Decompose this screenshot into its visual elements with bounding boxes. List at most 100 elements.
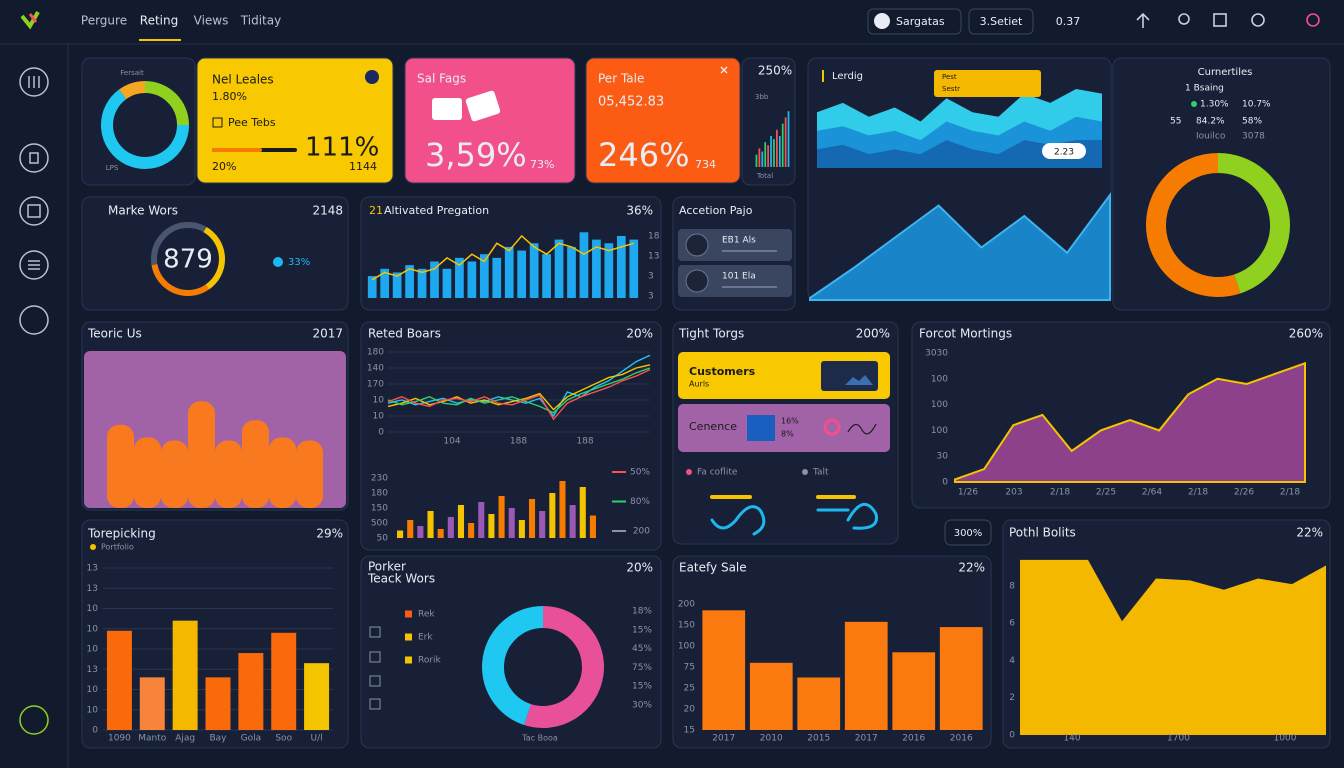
donut-segment — [482, 606, 544, 726]
sidebar-icon[interactable] — [19, 196, 49, 226]
dot — [273, 257, 283, 267]
icon[interactable] — [1213, 13, 1227, 27]
legend-swatch — [405, 656, 412, 664]
y-tick-label: 8 — [1009, 581, 1015, 591]
bar — [589, 515, 596, 538]
toolbar-icons — [1136, 12, 1320, 28]
x-tick-label: 104 — [443, 437, 460, 447]
bar — [542, 254, 551, 298]
x-tick-label: 2016 — [950, 734, 973, 744]
panel — [360, 321, 662, 551]
legend-label: Talt — [812, 468, 829, 478]
bar — [397, 530, 404, 538]
bar — [770, 136, 772, 167]
time: 0.37 — [1056, 15, 1081, 28]
label: Marke Wors — [108, 204, 178, 218]
bar — [430, 261, 439, 298]
badge — [1042, 143, 1086, 159]
gauge-arc — [151, 264, 210, 296]
bar — [161, 440, 188, 508]
x-tick-label: 2015 — [807, 734, 830, 744]
label: Curnertiles — [1198, 67, 1253, 78]
icon — [465, 90, 501, 122]
bar — [844, 621, 888, 730]
x-tick-label: 2017 — [855, 734, 878, 744]
y-tick-label: 180 — [371, 489, 388, 499]
close-icon — [720, 66, 728, 74]
y-tick-label: 200 — [678, 600, 695, 610]
label: 246% — [598, 136, 689, 174]
bar — [442, 268, 452, 298]
bar — [271, 632, 297, 730]
label: 18% — [632, 607, 652, 617]
bar — [417, 526, 424, 538]
sidebar-icon[interactable] — [19, 705, 49, 735]
icon[interactable] — [1178, 13, 1190, 25]
user-box[interactable] — [867, 8, 962, 35]
icon[interactable] — [1251, 13, 1265, 27]
donut-segment — [144, 81, 189, 126]
nav-item[interactable]: Pergure — [81, 14, 127, 28]
bar — [579, 232, 589, 298]
y-tick-label: 10 — [373, 412, 385, 422]
filter-box[interactable] — [968, 8, 1034, 35]
bar — [939, 627, 983, 730]
label: 16% — [781, 417, 799, 426]
bar — [242, 420, 269, 508]
label: 2.23 — [1054, 148, 1074, 158]
bar — [296, 440, 323, 508]
y-tick-label: 100 — [931, 400, 948, 410]
sidebar-icon[interactable] — [19, 143, 49, 173]
bar — [592, 239, 601, 298]
bar — [764, 142, 767, 167]
label: 879 — [163, 245, 213, 275]
label: EB1 Als — [722, 236, 756, 246]
nav-item[interactable]: Reting — [140, 14, 178, 28]
bar — [367, 276, 377, 298]
donut-segment — [1217, 153, 1290, 294]
icon[interactable] — [1306, 13, 1320, 27]
label: 2017 — [312, 327, 343, 341]
label: Iouilco — [1196, 132, 1226, 142]
icon — [365, 70, 379, 84]
y-tick-label: 0 — [92, 726, 98, 736]
bar — [616, 235, 626, 298]
label: 45% — [632, 644, 652, 654]
y-tick-label: 2 — [1009, 693, 1015, 703]
y-tick-label: 100 — [678, 642, 695, 652]
x-tick-label: 188 — [510, 437, 527, 447]
legend-label: Portfolio — [101, 543, 134, 552]
bar — [579, 487, 586, 538]
list-item[interactable] — [678, 229, 792, 261]
area — [817, 140, 1102, 168]
icon[interactable] — [1136, 12, 1150, 28]
progress-fill — [212, 148, 262, 152]
sidebar-icon[interactable] — [19, 67, 49, 97]
label: Pothl Bolits — [1009, 526, 1076, 540]
panel — [1112, 57, 1331, 311]
panel — [585, 57, 741, 184]
label: Reted Boars — [368, 327, 441, 341]
nav-active — [139, 39, 181, 41]
label: Forcot Mortings — [919, 327, 1012, 341]
label: 20% — [212, 160, 236, 173]
label: 1.80% — [212, 90, 247, 103]
donut-segment — [119, 81, 146, 100]
bar — [508, 508, 515, 538]
y-tick-label: 0 — [1009, 731, 1015, 741]
donut-segment — [101, 89, 189, 169]
bar — [528, 499, 536, 538]
label: 15% — [632, 682, 652, 692]
label: 73% — [530, 158, 554, 171]
y-tick-label: 10 — [87, 645, 99, 655]
label: 55 — [1170, 117, 1181, 127]
list-item[interactable] — [678, 265, 792, 297]
label: Fersait — [120, 69, 144, 77]
x-tick-label: 140 — [1063, 734, 1080, 744]
row-icon — [369, 698, 381, 710]
nav-item[interactable]: Views — [194, 14, 229, 28]
nav-item[interactable]: Tiditay — [240, 14, 281, 28]
sidebar-icon[interactable] — [19, 250, 49, 280]
y-tick-label: 6 — [1009, 619, 1015, 629]
sidebar-icon[interactable] — [19, 305, 49, 335]
